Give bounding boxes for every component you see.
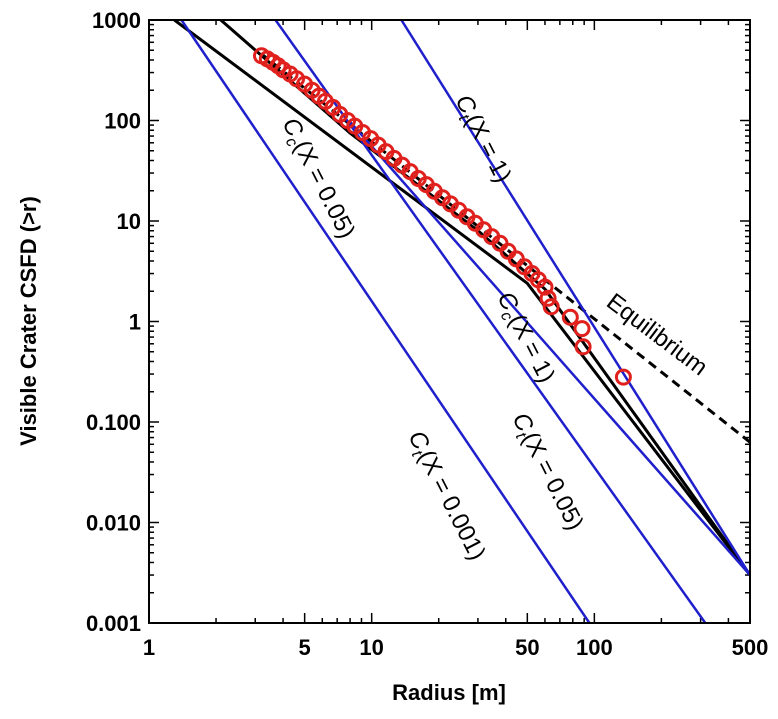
observed-point xyxy=(539,289,557,307)
series-line xyxy=(219,20,750,576)
y-tick-label: 1000 xyxy=(92,8,141,33)
y-tick-label: 100 xyxy=(104,109,141,134)
y-tick-label: 10 xyxy=(117,209,141,234)
observed-point xyxy=(574,338,592,356)
observed-points xyxy=(253,47,632,386)
x-axis-title: Radius [m] xyxy=(392,680,506,705)
tick-labels: 1 5 10 50 100 500 1000 100 10 1 0.100 0.010 0.001 xyxy=(86,8,768,660)
series-line xyxy=(347,119,750,576)
y-tick-label: 0.010 xyxy=(86,511,141,536)
observed-point xyxy=(573,320,591,338)
label-ct-x1: Ct(X = 1) xyxy=(447,90,517,188)
observed-point xyxy=(542,298,560,316)
label-ct-x1-tail: (X = 1) xyxy=(460,110,517,187)
label-equilibrium: Equilibrium xyxy=(601,288,712,381)
series-line xyxy=(274,20,707,623)
y-tick-label: 0.001 xyxy=(86,611,141,636)
label-ct-x0001-tail: (X = 0.001) xyxy=(413,446,491,565)
y-tick-label: 1 xyxy=(129,310,141,335)
x-tick-label: 1 xyxy=(143,635,155,660)
series-line xyxy=(180,20,591,623)
label-cc-x005: Cc(X = 0.05) xyxy=(274,113,360,244)
observed-point xyxy=(561,308,579,326)
x-tick-label: 5 xyxy=(299,635,311,660)
label-cc-x1: Cc(X = 1) xyxy=(489,287,560,388)
observed-point xyxy=(536,278,554,296)
series-line xyxy=(400,20,750,576)
y-axis-title: Visible Crater CSFD (>r) xyxy=(16,196,41,446)
x-tick-label: 10 xyxy=(359,635,383,660)
x-tick-label: 50 xyxy=(515,635,539,660)
observed-point xyxy=(614,368,632,386)
series-line xyxy=(173,20,750,576)
x-tick-label: 500 xyxy=(732,635,769,660)
label-ct-x0001: Ct(X = 0.001) xyxy=(400,426,491,565)
x-tick-label: 100 xyxy=(576,635,613,660)
y-tick-label: 0.100 xyxy=(86,410,141,435)
plot-frame xyxy=(148,19,751,624)
